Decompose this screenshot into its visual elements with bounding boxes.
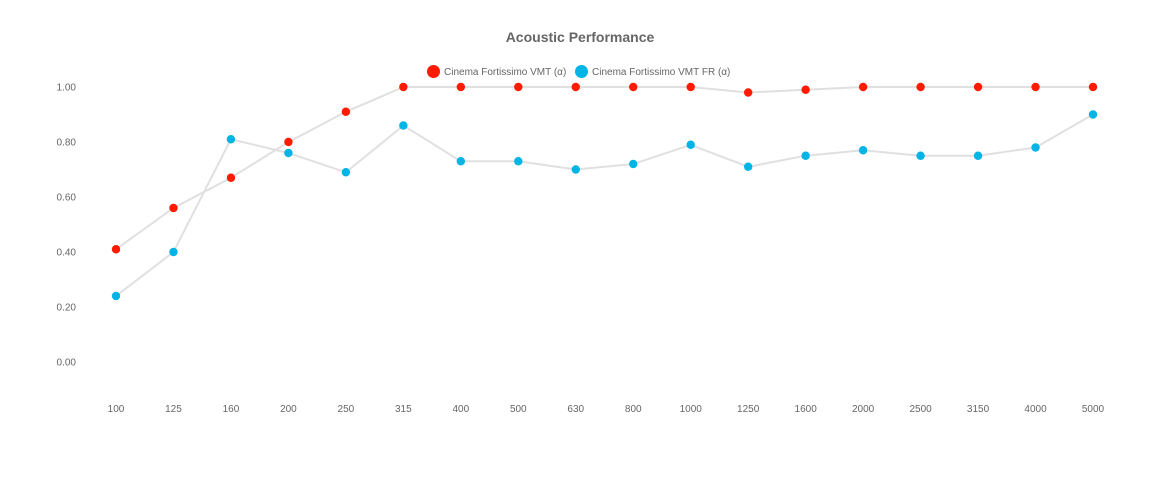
data-point-series-2[interactable] [743, 162, 753, 171]
x-tick-label: 5000 [1082, 404, 1105, 415]
data-point-series-1[interactable] [111, 245, 121, 254]
data-point-series-1[interactable] [1088, 82, 1098, 92]
data-point-series-1[interactable] [399, 82, 408, 92]
data-point-series-2[interactable] [169, 247, 178, 257]
x-tick-label: 800 [625, 404, 642, 415]
x-tick-label: 315 [395, 404, 412, 415]
legend-item-vmt[interactable]: Cinema Fortissimo VMT (α) [427, 65, 566, 78]
data-point-series-2[interactable] [456, 157, 466, 166]
x-tick-label: 2000 [852, 404, 875, 415]
data-point-series-2[interactable] [111, 291, 121, 301]
y-axis: 0.00 0.20 0.40 0.60 0.80 1.00 [57, 83, 77, 369]
data-point-series-1[interactable] [514, 82, 523, 92]
data-point-series-2[interactable] [916, 151, 925, 160]
x-tick-label: 500 [510, 404, 527, 415]
data-point-series-1[interactable] [973, 82, 983, 92]
x-tick-label: 1250 [737, 404, 760, 415]
x-tick-label: 100 [108, 404, 125, 415]
data-point-series-1[interactable] [916, 82, 925, 92]
chart-title: Acoustic Performance [506, 29, 655, 45]
data-point-series-2[interactable] [686, 140, 695, 149]
series-lines [115, 86, 1094, 297]
legend-marker-vmt-fr [575, 65, 588, 78]
x-tick-label: 200 [280, 404, 297, 415]
data-point-series-1[interactable] [686, 82, 695, 92]
x-tick-label: 400 [452, 404, 469, 415]
x-tick-label: 250 [338, 404, 355, 415]
x-tick-label: 3150 [967, 404, 990, 415]
y-tick-label: 0.40 [57, 248, 77, 259]
x-tick-label: 630 [567, 404, 584, 415]
data-point-series-2[interactable] [801, 151, 810, 160]
data-point-series-2[interactable] [284, 148, 293, 158]
data-point-series-1[interactable] [571, 82, 580, 92]
data-point-series-2[interactable] [226, 135, 236, 144]
legend-item-vmt-fr[interactable]: Cinema Fortissimo VMT FR (α) [575, 65, 730, 78]
data-point-series-1[interactable] [341, 107, 351, 116]
data-point-series-2[interactable] [858, 146, 868, 155]
data-point-series-1[interactable] [456, 82, 466, 92]
x-tick-label: 125 [165, 404, 182, 415]
data-point-series-2[interactable] [341, 168, 351, 177]
data-point-series-1[interactable] [169, 203, 178, 213]
series-line-2 [115, 113, 1094, 297]
x-tick-label: 1000 [680, 404, 703, 415]
y-tick-label: 0.00 [57, 358, 77, 369]
data-point-series-1[interactable] [858, 82, 868, 92]
data-point-series-2[interactable] [973, 151, 983, 160]
y-tick-label: 0.20 [57, 303, 77, 314]
data-point-series-1[interactable] [226, 173, 236, 182]
y-tick-label: 1.00 [57, 83, 77, 94]
data-point-series-1[interactable] [1031, 82, 1040, 92]
x-tick-label: 2500 [909, 404, 932, 415]
data-point-series-2[interactable] [399, 121, 408, 130]
x-tick-label: 160 [223, 404, 240, 415]
data-point-series-2[interactable] [571, 165, 580, 174]
data-point-series-2[interactable] [1088, 110, 1098, 119]
data-point-series-1[interactable] [629, 82, 638, 92]
legend-label-vmt: Cinema Fortissimo VMT (α) [444, 67, 566, 78]
y-tick-label: 0.80 [57, 138, 77, 149]
legend-marker-vmt [427, 65, 440, 78]
x-axis: 100 125 160 200 250 315 400 500 630 800 1000 1250 16… [108, 404, 1105, 415]
x-tick-label: 1600 [795, 404, 818, 415]
x-tick-label: 4000 [1024, 404, 1047, 415]
data-point-series-1[interactable] [801, 85, 810, 94]
series-points [111, 82, 1098, 301]
data-point-series-1[interactable] [743, 88, 753, 97]
legend-label-vmt-fr: Cinema Fortissimo VMT FR (α) [592, 67, 730, 78]
data-point-series-2[interactable] [1031, 143, 1040, 152]
legend: Cinema Fortissimo VMT (α) Cinema Fortiss… [427, 65, 730, 78]
data-point-series-2[interactable] [514, 157, 523, 166]
data-point-series-1[interactable] [284, 137, 293, 147]
data-point-series-2[interactable] [629, 159, 638, 169]
series-line-1 [115, 86, 1093, 251]
y-tick-label: 0.60 [57, 193, 77, 204]
